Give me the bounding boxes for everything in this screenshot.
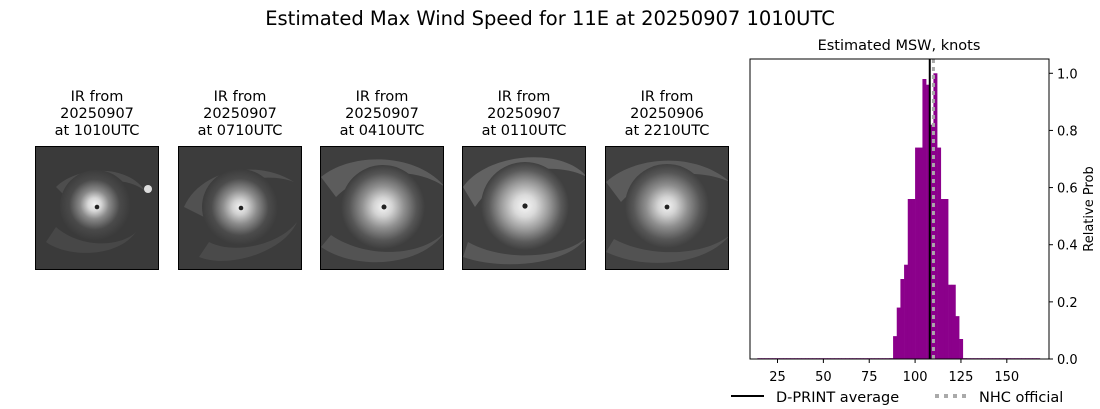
ir-image-5-title-line1: IR from <box>640 89 694 105</box>
ir-image-1-title-line1: IR from <box>70 89 124 105</box>
y-axis-ticks: 0.0 0.2 0.4 0.6 0.8 1.0 <box>1049 67 1078 368</box>
ir-image-2-title-line3: at 0710UTC <box>197 123 283 139</box>
y-tick-label-0: 0.0 <box>1057 353 1078 368</box>
histogram-bar-54 <box>955 316 960 359</box>
histogram-bar-55 <box>959 339 964 359</box>
ir-image-5-title: IR from 20250906 at 2210UTC <box>592 89 742 140</box>
histogram-bar-51 <box>944 199 949 359</box>
histogram-bar-43 <box>915 147 920 359</box>
histogram-bar-39 <box>900 279 905 359</box>
histogram-bar-53 <box>951 284 956 359</box>
histogram-bar-46 <box>926 84 931 359</box>
x-tick-label-0: 25 <box>769 370 786 385</box>
plot-frame <box>749 58 1050 360</box>
x-tick-label-1: 50 <box>815 370 832 385</box>
ir-image-1-title-line2: 20250907 <box>60 106 134 122</box>
ir-image-3-title: IR from 20250907 at 0410UTC <box>307 89 457 140</box>
ir-image-4-title: IR from 20250907 at 0110UTC <box>449 89 599 140</box>
ir-image-3-title-line2: 20250907 <box>345 106 419 122</box>
ir-image-4-title-line2: 20250907 <box>487 106 561 122</box>
ir-satellite-image-5 <box>605 146 729 270</box>
histogram-bars <box>757 73 1041 360</box>
ir-image-1-title-line3: at 1010UTC <box>54 123 140 139</box>
ir-image-4-title-line1: IR from <box>497 89 551 105</box>
ir-image-2-title-line1: IR from <box>213 89 267 105</box>
y-axis-label: Relative Prob <box>1082 166 1097 251</box>
x-tick-label-3: 100 <box>903 370 928 385</box>
histogram-bar-45 <box>922 79 927 359</box>
ir-image-1-title: IR from 20250907 at 1010UTC <box>22 89 172 140</box>
histogram-bar-42 <box>911 199 916 359</box>
histogram-bar-49 <box>937 147 942 359</box>
x-tick-label-4: 125 <box>949 370 974 385</box>
histogram-bar-41 <box>907 199 912 359</box>
ir-image-5-title-line2: 20250906 <box>630 106 704 122</box>
ir-satellite-image-1 <box>35 146 159 270</box>
ir-image-2-title-line2: 20250907 <box>203 106 277 122</box>
histogram-bar-52 <box>948 284 953 359</box>
y-tick-label-2: 0.4 <box>1057 239 1078 254</box>
x-tick-label-2: 75 <box>861 370 878 385</box>
x-axis-ticks: 25 50 75 100 125 150 <box>769 359 1019 385</box>
histogram-bar-44 <box>918 147 923 359</box>
ir-image-2-title: IR from 20250907 at 0710UTC <box>165 89 315 140</box>
ir-image-3-title-line3: at 0410UTC <box>339 123 425 139</box>
y-tick-label-5: 1.0 <box>1057 67 1078 82</box>
y-tick-label-4: 0.8 <box>1057 124 1078 139</box>
ir-image-4-title-line3: at 0110UTC <box>481 123 567 139</box>
figure-title: Estimated Max Wind Speed for 11E at 2025… <box>265 7 835 30</box>
legend: D-PRINT average NHC official <box>731 390 1063 406</box>
legend-nhc-label: NHC official <box>979 390 1063 406</box>
histogram-bar-38 <box>896 307 901 359</box>
legend-dprint-label: D-PRINT average <box>776 390 899 406</box>
histogram-bar-50 <box>940 199 945 359</box>
ir-image-3-title-line1: IR from <box>355 89 409 105</box>
histogram-bar-37 <box>893 336 898 359</box>
y-tick-label-3: 0.6 <box>1057 182 1078 197</box>
x-tick-label-5: 150 <box>994 370 1019 385</box>
chart-title: Estimated MSW, knots <box>818 38 981 54</box>
y-tick-label-1: 0.2 <box>1057 296 1078 311</box>
ir-satellite-image-4 <box>462 146 586 270</box>
histogram-bar-40 <box>904 264 909 359</box>
ir-image-5-title-line3: at 2210UTC <box>624 123 710 139</box>
ir-satellite-image-2 <box>178 146 302 270</box>
histogram-bar-47 <box>929 124 934 359</box>
ir-satellite-image-3 <box>320 146 444 270</box>
reference-lines <box>928 59 935 359</box>
histogram-bar-48 <box>933 73 938 360</box>
